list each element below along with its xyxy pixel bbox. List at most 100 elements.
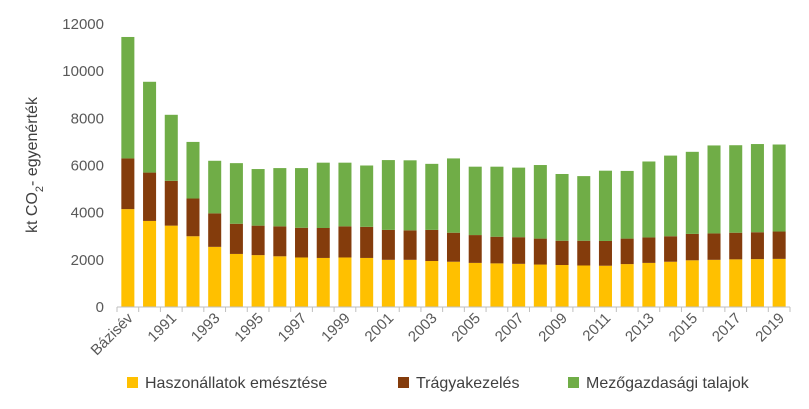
bar-segment	[685, 151, 699, 234]
bar-segment	[121, 158, 135, 210]
bar-segment	[316, 257, 330, 307]
bar-segment	[490, 236, 504, 264]
bars	[121, 36, 786, 307]
legend-label: Haszonállatok emésztése	[145, 375, 327, 392]
bar-segment	[186, 236, 200, 307]
bar-segment	[729, 232, 743, 260]
bar-segment	[164, 180, 178, 226]
legend-label: Mezőgazdasági talajok	[586, 375, 750, 392]
bar-segment	[772, 231, 786, 259]
x-tick-label: 2013	[622, 310, 658, 346]
x-tick-label: 2003	[405, 310, 441, 346]
bar-segment	[251, 225, 265, 256]
legend-label: Trágyakezelés	[416, 375, 519, 392]
bar-segment	[381, 160, 395, 230]
bar-segment	[164, 114, 178, 181]
x-tick-label: 2019	[752, 310, 788, 346]
bar-segment	[620, 238, 634, 265]
bar-segment	[295, 257, 309, 307]
bar-segment	[533, 165, 547, 239]
bar-segment	[577, 240, 591, 266]
x-tick-label: 2017	[709, 310, 745, 346]
bar-segment	[425, 229, 439, 262]
x-tick-label: 1997	[275, 310, 311, 346]
bar-segment	[446, 158, 461, 233]
bar-segment	[143, 81, 157, 173]
y-tick-label: 4000	[71, 205, 104, 222]
bar-segment	[555, 240, 569, 266]
bar-segment	[229, 163, 243, 224]
legend-swatch	[568, 377, 579, 388]
bar-segment	[598, 265, 612, 307]
x-tick-label: 2007	[492, 310, 528, 346]
bar-segment	[273, 226, 287, 257]
x-tick-label: 1995	[231, 310, 267, 346]
bar-segment	[338, 257, 352, 307]
bar-segment	[750, 144, 764, 233]
bar-segment	[490, 166, 504, 237]
bar-segment	[555, 173, 569, 241]
bar-segment	[664, 155, 678, 237]
bar-segment	[121, 209, 135, 307]
bar-segment	[468, 262, 482, 307]
legend-swatch	[127, 377, 138, 388]
bar-segment	[208, 246, 222, 307]
bar-segment	[555, 265, 569, 307]
bar-segment	[664, 236, 678, 262]
x-axis-ticks: Bázisév 1991 1993 1995 1997 1999 2001 2003 2005 2…	[88, 307, 791, 359]
bar-segment	[446, 261, 461, 307]
y-tick-label: 12000	[62, 16, 104, 33]
bar-segment	[533, 238, 547, 265]
bar-segment	[208, 213, 222, 247]
bar-segment	[642, 161, 656, 238]
x-tick-label: Bázisév	[88, 309, 138, 359]
bar-segment	[750, 232, 764, 260]
bar-segment	[164, 225, 178, 307]
y-axis-label: kt CO2- egyenérték	[24, 96, 46, 233]
bar-segment	[772, 258, 786, 307]
bar-segment	[360, 165, 374, 227]
bar-segment	[381, 229, 395, 260]
bar-segment	[729, 259, 743, 307]
bar-segment	[186, 141, 200, 199]
bar-segment	[360, 257, 374, 307]
bar-segment	[598, 170, 612, 241]
bar-segment	[772, 144, 786, 232]
bar-segment	[620, 264, 634, 307]
bar-segment	[468, 235, 482, 263]
legend-swatch	[398, 377, 409, 388]
bar-segment	[577, 265, 591, 307]
y-tick-label: 6000	[71, 158, 104, 175]
y-tick-label: 2000	[71, 252, 104, 269]
bar-segment	[490, 263, 504, 307]
bar-segment	[598, 240, 612, 266]
y-tick-label: 10000	[62, 63, 104, 80]
bar-segment	[468, 166, 482, 236]
bar-segment	[316, 162, 330, 228]
x-tick-label: 2001	[362, 310, 398, 346]
x-tick-label: 2011	[579, 310, 614, 345]
bar-segment	[729, 145, 743, 233]
bar-segment	[750, 259, 764, 307]
bar-segment	[229, 223, 243, 254]
x-tick-label: 1993	[188, 310, 224, 346]
y-axis-ticks: 0 2000 4000 6000 8000 10000 12000	[62, 16, 104, 316]
bar-segment	[251, 255, 265, 307]
x-tick-label: 2009	[535, 310, 571, 346]
bar-segment	[403, 259, 417, 307]
bar-segment	[295, 227, 309, 258]
bar-segment	[143, 172, 157, 221]
bar-segment	[403, 160, 417, 231]
bar-segment	[273, 168, 287, 227]
bar-segment	[143, 220, 157, 307]
bar-segment	[707, 145, 721, 234]
bar-segment	[360, 226, 374, 258]
bar-segment	[186, 198, 200, 237]
bar-segment	[620, 170, 634, 239]
bar-segment	[512, 237, 526, 264]
y-tick-label: 8000	[71, 110, 104, 127]
bar-segment	[403, 230, 417, 260]
bar-segment	[229, 253, 243, 307]
bar-segment	[512, 263, 526, 307]
